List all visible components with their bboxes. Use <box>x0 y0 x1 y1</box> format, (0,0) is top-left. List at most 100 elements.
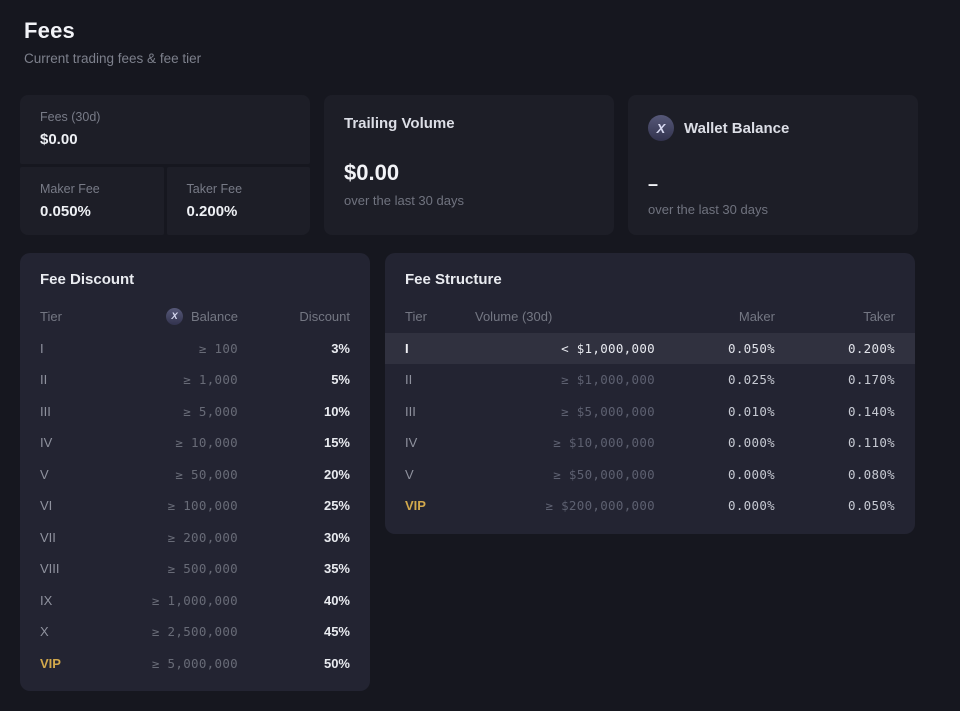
fees-30d-card: Fees (30d) $0.00 Maker Fee 0.050% Taker … <box>20 95 310 235</box>
taker-cell: 0.080% <box>848 466 895 482</box>
trailing-volume-title: Trailing Volume <box>344 115 455 132</box>
volume-cell: < $1,000,000 <box>561 340 655 356</box>
tier-cell: IV <box>405 435 418 451</box>
taker-cell: 0.200% <box>848 340 895 356</box>
discount-cell: 25% <box>323 498 350 514</box>
balance-cell: ≥ 100,000 <box>167 498 238 514</box>
tables-row: Fee Discount Tier X Balance Discount I ≥… <box>20 253 940 691</box>
tier-cell: V <box>405 466 414 482</box>
taker-fee-value: 0.200% <box>186 202 238 220</box>
tier-cell: IV <box>40 435 53 451</box>
table-row: V ≥ $50,000,000 0.000% 0.080% <box>385 459 915 491</box>
balance-cell: ≥ 100 <box>198 340 238 356</box>
discount-cell: 15% <box>323 435 350 451</box>
balance-cell: ≥ 500,000 <box>167 561 238 577</box>
volume-cell: ≥ $5,000,000 <box>561 403 655 419</box>
balance-cell: ≥ 2,500,000 <box>151 624 238 640</box>
column-header-balance: X Balance <box>110 308 238 326</box>
column-header-tier: Tier <box>40 309 62 325</box>
fees-page: Fees Current trading fees & fee tier Fee… <box>20 14 940 691</box>
tier-cell: X <box>40 624 49 640</box>
page-subtitle: Current trading fees & fee tier <box>24 51 202 66</box>
column-header-volume: Volume (30d) <box>475 309 553 325</box>
maker-cell: 0.000% <box>728 435 775 451</box>
column-header-discount: Discount <box>299 309 350 325</box>
tier-cell: II <box>40 372 48 388</box>
discount-cell: 20% <box>323 466 350 482</box>
wallet-balance-card: X Wallet Balance – over the last 30 days <box>628 95 918 235</box>
discount-cell: 40% <box>323 592 350 608</box>
balance-cell: ≥ 10,000 <box>175 435 238 451</box>
table-row: VIP ≥ $200,000,000 0.000% 0.050% <box>385 490 915 522</box>
balance-cell: ≥ 50,000 <box>175 466 238 482</box>
taker-fee-label: Taker Fee <box>186 181 243 196</box>
volume-cell: ≥ $10,000,000 <box>553 435 655 451</box>
taker-fee-tile: Taker Fee 0.200% <box>166 166 310 235</box>
taker-cell: 0.140% <box>848 403 895 419</box>
discount-cell: 35% <box>323 561 350 577</box>
fee-discount-header-row: Tier X Balance Discount <box>20 301 370 333</box>
column-header-taker: Taker <box>863 309 895 325</box>
tier-cell: I <box>405 340 409 356</box>
balance-cell: ≥ 200,000 <box>167 529 238 545</box>
taker-cell: 0.170% <box>848 372 895 388</box>
table-row: II ≥ 1,000 5% <box>20 364 370 396</box>
maker-cell: 0.025% <box>728 372 775 388</box>
table-row: IV ≥ 10,000 15% <box>20 427 370 459</box>
table-row: V ≥ 50,000 20% <box>20 459 370 491</box>
table-row: VIP ≥ 5,000,000 50% <box>20 648 370 680</box>
maker-cell: 0.010% <box>728 403 775 419</box>
fee-structure-panel: Fee Structure Tier Volume (30d) Maker Ta… <box>385 253 915 534</box>
discount-cell: 30% <box>323 529 350 545</box>
tier-cell: I <box>40 340 44 356</box>
discount-cell: 5% <box>331 372 350 388</box>
page-title: Fees <box>24 18 75 43</box>
discount-cell: 45% <box>323 624 350 640</box>
table-row: III ≥ $5,000,000 0.010% 0.140% <box>385 396 915 428</box>
tier-cell: VII <box>40 529 56 545</box>
page-header: Fees Current trading fees & fee tier <box>20 14 940 66</box>
tier-cell: III <box>405 403 416 419</box>
fee-discount-panel: Fee Discount Tier X Balance Discount I ≥… <box>20 253 370 691</box>
table-row: IV ≥ $10,000,000 0.000% 0.110% <box>385 427 915 459</box>
tier-cell: II <box>405 372 413 388</box>
tier-cell: VI <box>40 498 53 514</box>
column-header-maker: Maker <box>738 309 775 325</box>
maker-cell: 0.050% <box>728 340 775 356</box>
trailing-volume-card: Trailing Volume $0.00 over the last 30 d… <box>324 95 614 235</box>
balance-cell: ≥ 1,000,000 <box>151 592 238 608</box>
discount-cell: 3% <box>331 340 350 356</box>
maker-fee-label: Maker Fee <box>40 181 100 196</box>
table-row: VII ≥ 200,000 30% <box>20 522 370 554</box>
table-row: I ≥ 100 3% <box>20 333 370 365</box>
fee-discount-title: Fee Discount <box>40 271 135 288</box>
fee-structure-header-row: Tier Volume (30d) Maker Taker <box>385 301 915 333</box>
balance-cell: ≥ 5,000 <box>183 403 238 419</box>
tier-cell: IX <box>40 592 53 608</box>
column-header-balance-label: Balance <box>191 309 238 325</box>
volume-cell: ≥ $200,000,000 <box>545 498 655 514</box>
table-row-current-tier: I < $1,000,000 0.050% 0.200% <box>385 332 915 364</box>
discount-cell: 10% <box>323 403 350 419</box>
column-header-tier: Tier <box>405 309 427 325</box>
tier-cell: III <box>40 403 51 419</box>
volume-cell: ≥ $50,000,000 <box>553 466 655 482</box>
balance-cell: ≥ 1,000 <box>183 372 238 388</box>
table-row: II ≥ $1,000,000 0.025% 0.170% <box>385 364 915 396</box>
maker-fee-tile: Maker Fee 0.050% <box>20 166 164 235</box>
x-token-icon: X <box>648 115 674 141</box>
tier-cell: VIP <box>405 498 426 514</box>
table-row: VIII ≥ 500,000 35% <box>20 553 370 585</box>
trailing-volume-caption: over the last 30 days <box>344 193 464 208</box>
tier-cell: V <box>40 466 49 482</box>
discount-cell: 50% <box>323 655 350 671</box>
fees-30d-value: $0.00 <box>40 131 78 148</box>
taker-cell: 0.110% <box>848 435 895 451</box>
table-row: III ≥ 5,000 10% <box>20 396 370 428</box>
fees-30d-label: Fees (30d) <box>40 110 101 124</box>
balance-cell: ≥ 5,000,000 <box>151 655 238 671</box>
volume-cell: ≥ $1,000,000 <box>561 372 655 388</box>
maker-fee-value: 0.050% <box>40 202 91 220</box>
x-token-icon: X <box>166 308 184 326</box>
wallet-balance-caption: over the last 30 days <box>648 202 768 217</box>
